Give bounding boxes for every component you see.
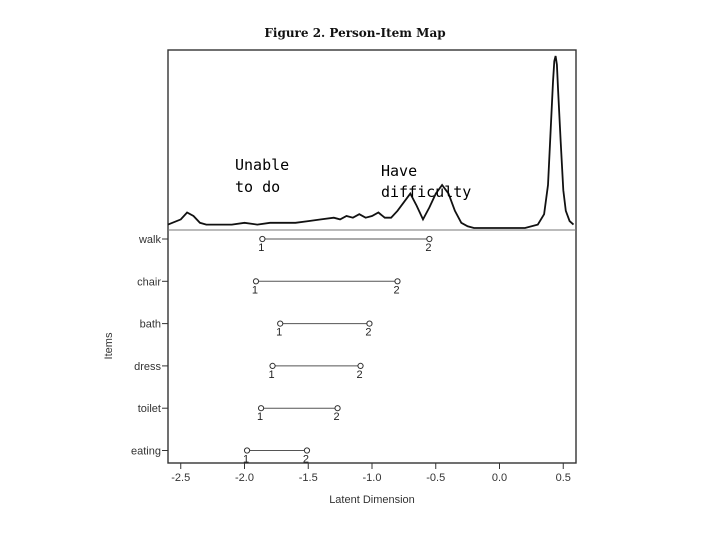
person-density-curve xyxy=(167,55,575,229)
plot-frame xyxy=(167,49,577,464)
item-row-bath: bath 1 2 xyxy=(140,319,373,339)
category-label-1-walk: 1 xyxy=(258,242,264,254)
item-label-dress: dress xyxy=(134,361,161,373)
threshold-1-point-walk xyxy=(259,235,266,243)
category-label-2-walk: 2 xyxy=(425,242,431,254)
category-label-2-eating: 2 xyxy=(303,454,309,466)
item-label-bath: bath xyxy=(140,319,161,331)
threshold-1-point-dress xyxy=(269,362,276,369)
item-label-walk: walk xyxy=(138,234,162,246)
annotation-difficulty-line-1: Have xyxy=(381,162,417,180)
category-label-1-dress: 1 xyxy=(268,369,274,381)
threshold-1-point-toilet xyxy=(257,405,265,412)
threshold-2-point-bath xyxy=(366,320,373,327)
category-label-2-toilet: 2 xyxy=(334,411,340,423)
threshold-1-point-chair xyxy=(252,278,260,285)
item-label-chair: chair xyxy=(137,276,161,288)
category-label-2-dress: 2 xyxy=(356,369,362,381)
item-row-toilet: toilet 1 2 xyxy=(138,403,341,423)
threshold-1-point-bath xyxy=(277,320,284,327)
x-tick-label: -2.0 xyxy=(235,472,254,484)
threshold-2-point-walk xyxy=(426,235,433,243)
item-label-eating: eating xyxy=(131,446,161,458)
category-label-1-toilet: 1 xyxy=(257,411,263,423)
threshold-2-point-eating xyxy=(303,447,311,454)
annotation-unable-line-1: Unable xyxy=(235,156,289,174)
x-tick-label: -2.5 xyxy=(171,472,190,484)
x-tick-label: 0.5 xyxy=(556,472,571,484)
category-label-1-bath: 1 xyxy=(276,327,282,339)
x-axis-title: Latent Dimension xyxy=(329,494,415,506)
item-row-walk: walk 1 2 xyxy=(138,234,433,254)
x-tick-label: -1.5 xyxy=(299,472,318,484)
category-label-2-bath: 2 xyxy=(365,327,371,339)
annotation-difficulty: Have difficulty xyxy=(381,162,471,201)
category-label-1-chair: 1 xyxy=(252,284,258,296)
annotation-unable: Unable to do xyxy=(235,156,289,196)
x-tick-label: -1.0 xyxy=(363,472,382,484)
category-label-2-chair: 2 xyxy=(393,284,399,296)
annotation-unable-line-2: to do xyxy=(235,178,280,196)
x-tick-label: -0.5 xyxy=(426,472,445,484)
item-row-eating: eating 1 2 xyxy=(131,446,311,466)
item-row-chair: chair 1 2 xyxy=(137,276,401,296)
item-label-toilet: toilet xyxy=(138,403,161,415)
y-axis-title: Items xyxy=(103,332,115,359)
threshold-2-point-chair xyxy=(394,278,401,285)
threshold-2-point-toilet xyxy=(334,405,341,412)
category-label-1-eating: 1 xyxy=(243,454,249,466)
x-tick-label: 0.0 xyxy=(492,472,507,484)
item-row-dress: dress 1 2 xyxy=(134,361,364,381)
threshold-2-point-dress xyxy=(357,362,364,369)
x-axis: -2.5 -2.0 -1.5 -1.0 -0.5 0.0 0.5 xyxy=(171,463,571,484)
figure-title: Figure 2. Person-Item Map xyxy=(264,26,445,40)
threshold-1-point-eating xyxy=(243,447,251,454)
annotation-difficulty-line-2: difficulty xyxy=(381,183,471,201)
